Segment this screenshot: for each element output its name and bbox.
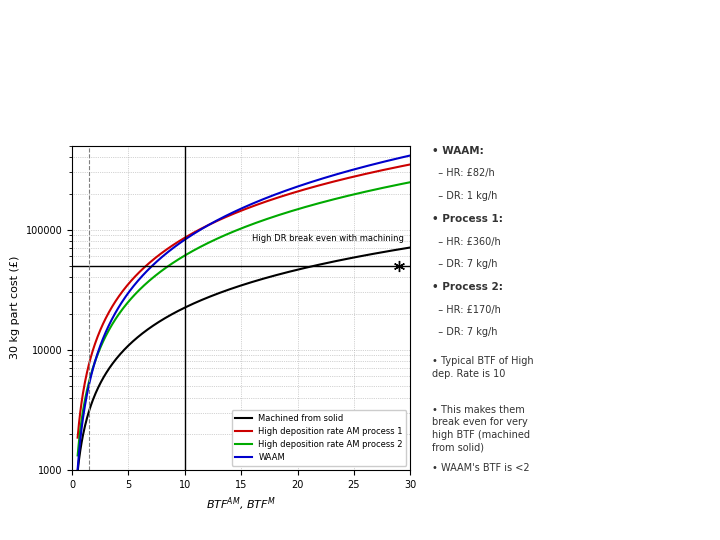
- Machined from solid: [271, 272, 280, 279]
- X-axis label: BTF$^{AM}$, BTF$^{M}$: BTF$^{AM}$, BTF$^{M}$: [207, 495, 276, 512]
- Y-axis label: 30 kg part cost (£): 30 kg part cost (£): [10, 256, 20, 360]
- WAAM: [406, 152, 415, 159]
- Machined from solid: [406, 244, 415, 251]
- Line: Machined from solid: Machined from solid: [78, 247, 410, 471]
- Text: • Typical BTF of High
dep. Rate is 10: • Typical BTF of High dep. Rate is 10: [432, 356, 534, 379]
- Machined from solid: [346, 255, 355, 261]
- Machined from solid: [398, 246, 407, 252]
- High deposition rate AM process 1: [73, 434, 82, 441]
- High deposition rate AM process 1: [346, 174, 355, 181]
- Machined from solid: [253, 277, 262, 284]
- Text: • Process 2:: • Process 2:: [432, 282, 503, 292]
- Text: • This makes them
break even for very
high BTF (machined
from solid): • This makes them break even for very hi…: [432, 405, 530, 452]
- Text: – HR: £170/h: – HR: £170/h: [432, 305, 501, 315]
- Legend: Machined from solid, High deposition rate AM process 1, High deposition rate AM : Machined from solid, High deposition rat…: [232, 410, 406, 465]
- Text: • WAAM:: • WAAM:: [432, 146, 484, 156]
- High deposition rate AM process 2: [398, 180, 407, 187]
- WAAM: [231, 208, 240, 214]
- Machined from solid: [233, 284, 242, 290]
- High deposition rate AM process 1: [271, 195, 280, 201]
- High deposition rate AM process 1: [398, 163, 407, 169]
- High deposition rate AM process 2: [253, 219, 262, 226]
- Text: • WAAM's BTF is <2: • WAAM's BTF is <2: [432, 463, 530, 474]
- High deposition rate AM process 1: [231, 210, 240, 216]
- WAAM: [346, 167, 355, 174]
- Text: Specific cost of deposition
(WAAM vs high DR wire process): Specific cost of deposition (WAAM vs hig…: [14, 32, 372, 75]
- Text: – DR: 7 kg/h: – DR: 7 kg/h: [432, 327, 498, 338]
- Text: – HR: £82/h: – HR: £82/h: [432, 168, 495, 179]
- High deposition rate AM process 2: [406, 179, 415, 185]
- WAAM: [398, 154, 407, 160]
- Line: WAAM: WAAM: [78, 156, 410, 469]
- Text: – DR: 7 kg/h: – DR: 7 kg/h: [432, 259, 498, 269]
- High deposition rate AM process 2: [346, 192, 355, 199]
- High deposition rate AM process 1: [233, 209, 242, 215]
- Line: High deposition rate AM process 2: High deposition rate AM process 2: [78, 182, 410, 455]
- WAAM: [253, 198, 262, 205]
- High deposition rate AM process 2: [73, 452, 82, 458]
- Text: – HR: £360/h: – HR: £360/h: [432, 237, 500, 247]
- Machined from solid: [231, 284, 240, 291]
- Text: – DR: 1 kg/h: – DR: 1 kg/h: [432, 191, 498, 201]
- WAAM: [271, 191, 280, 198]
- High deposition rate AM process 2: [231, 227, 240, 234]
- Text: • Process 1:: • Process 1:: [432, 214, 503, 224]
- WAAM: [73, 466, 82, 472]
- High deposition rate AM process 2: [233, 227, 242, 233]
- High deposition rate AM process 1: [253, 201, 262, 208]
- WAAM: [233, 207, 242, 213]
- High deposition rate AM process 2: [271, 213, 280, 219]
- Machined from solid: [73, 468, 82, 475]
- Line: High deposition rate AM process 1: High deposition rate AM process 1: [78, 164, 410, 437]
- High deposition rate AM process 1: [406, 161, 415, 167]
- Text: High DR break even with machining: High DR break even with machining: [253, 234, 405, 244]
